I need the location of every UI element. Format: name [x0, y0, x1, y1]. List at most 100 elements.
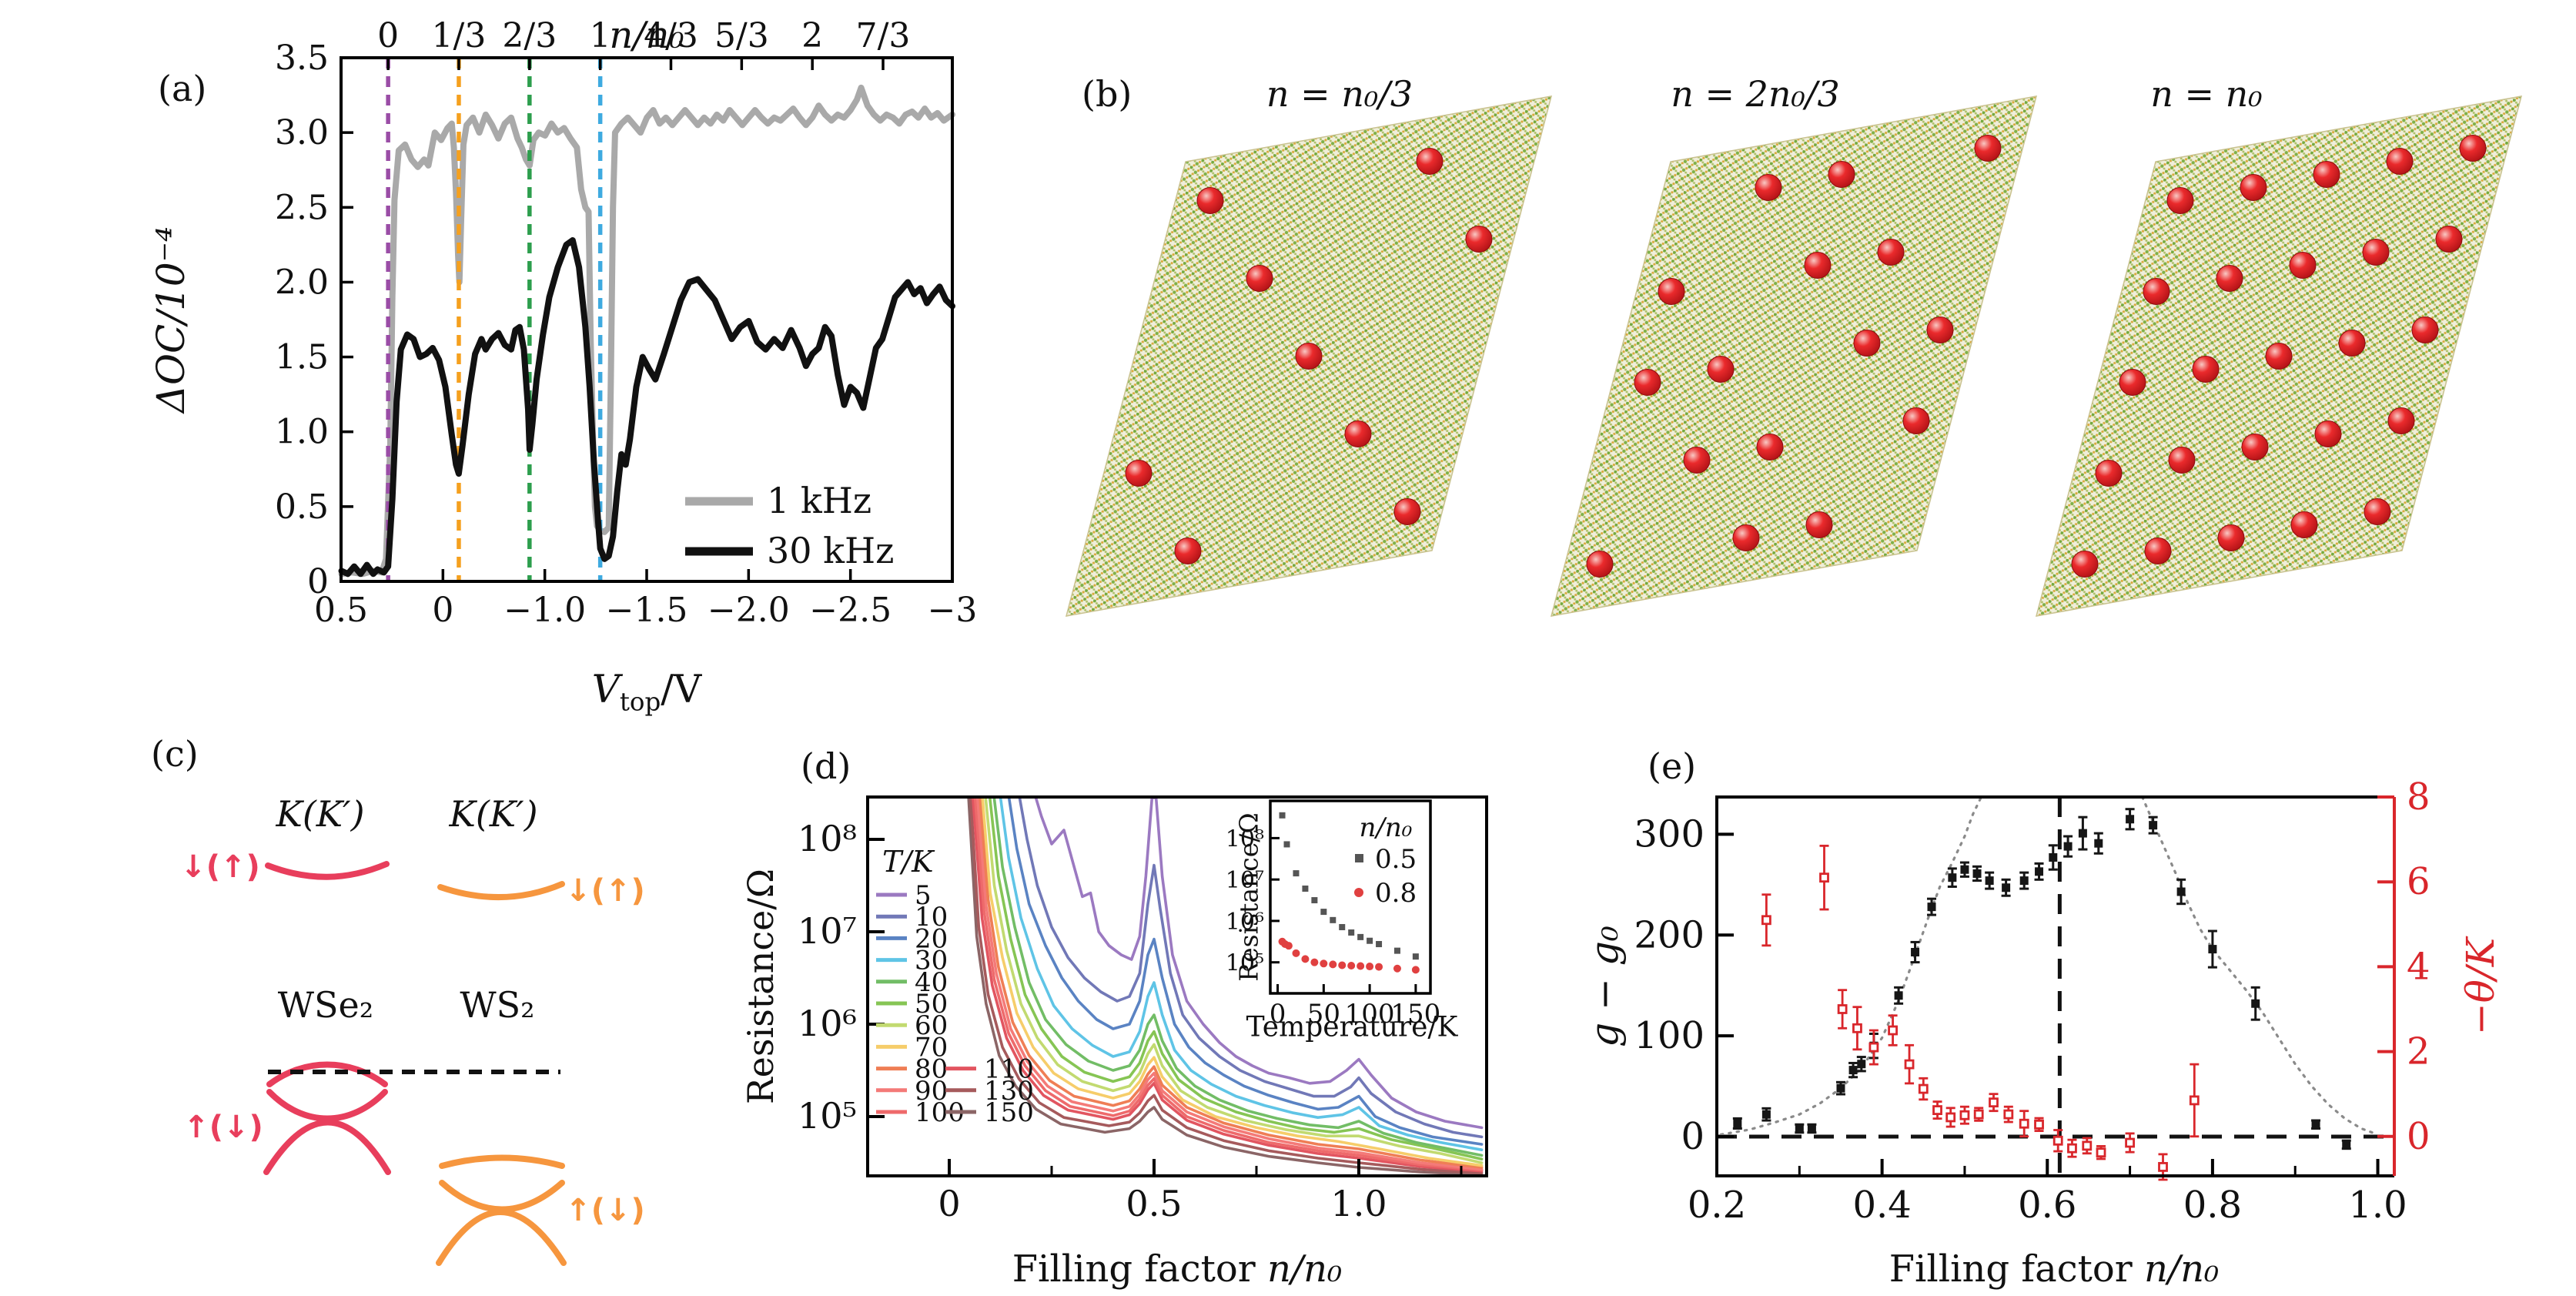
- theta-point: [1904, 1059, 1915, 1070]
- g-point: [1795, 1124, 1804, 1133]
- g-point: [1836, 1083, 1845, 1093]
- svg-text:−1.5: −1.5: [606, 591, 688, 630]
- electron-site: [2095, 460, 2123, 487]
- electron-site: [2168, 447, 2196, 474]
- electron-site: [2364, 498, 2391, 525]
- e-fit-left: [1719, 795, 1983, 1136]
- electron-site: [2265, 343, 2293, 370]
- svg-text:−3: −3: [928, 591, 978, 630]
- svg-text:30: 30: [915, 946, 948, 976]
- theta-point: [1761, 915, 1771, 926]
- electron-site: [1416, 148, 1444, 175]
- inset-point: [1347, 961, 1356, 969]
- electron-site: [1683, 447, 1711, 474]
- svg-text:10⁷: 10⁷: [1226, 867, 1264, 894]
- theta-point: [1932, 1105, 1942, 1116]
- electron-site: [2338, 330, 2366, 357]
- inset-point: [1339, 923, 1346, 930]
- theta-point: [1852, 1023, 1862, 1033]
- theta-point: [1989, 1097, 1999, 1108]
- g-point: [1807, 1124, 1816, 1133]
- electron-site: [1755, 174, 1782, 201]
- electron-site: [2362, 239, 2390, 266]
- electron-site: [2313, 161, 2340, 188]
- panel-e-y-right-title: −θ/K: [2458, 937, 2503, 1036]
- electron-site: [1828, 161, 1855, 188]
- theta-point: [2158, 1162, 2168, 1172]
- svg-text:40: 40: [915, 967, 948, 998]
- electron-site: [1877, 239, 1905, 266]
- panel-c-bands: [263, 861, 567, 1266]
- d-curves: [967, 797, 1484, 1176]
- curve-T20: [1007, 797, 1484, 1146]
- svg-text:2.0: 2.0: [275, 263, 329, 302]
- svg-text:−2.5: −2.5: [809, 591, 892, 630]
- panel-c-valley-right: K(K′): [449, 793, 538, 835]
- lattice-1: [1550, 95, 2038, 617]
- electron-site: [1295, 343, 1323, 370]
- svg-text:6: 6: [2407, 860, 2430, 903]
- spin-label-orange-top: ↓(↑): [565, 873, 645, 909]
- electron-site: [1707, 356, 1735, 383]
- theta-point: [2003, 1109, 2014, 1120]
- theta-point: [1819, 872, 1829, 883]
- electron-site: [2289, 252, 2317, 279]
- g-point: [2251, 999, 2260, 1008]
- inset-point: [1302, 885, 1309, 892]
- svg-text:0: 0: [377, 16, 399, 55]
- svg-text:3.5: 3.5: [275, 39, 329, 78]
- electron-site: [1658, 278, 1685, 305]
- inset-point: [1329, 960, 1337, 969]
- electron-site: [1804, 252, 1832, 279]
- panel-a-letter: (a): [158, 68, 207, 109]
- svg-text:0.5: 0.5: [1126, 1183, 1182, 1224]
- inset-point: [1284, 942, 1293, 950]
- panel-b-title-2: n = 2n₀/3: [1671, 73, 1840, 115]
- svg-text:T/K: T/K: [882, 845, 935, 879]
- theta-point: [2096, 1147, 2106, 1158]
- svg-text:5: 5: [915, 880, 932, 911]
- inset-point: [1348, 929, 1355, 936]
- theta-point: [2189, 1095, 2200, 1106]
- e-x-title-prefix: Filling factor: [1889, 1247, 2145, 1291]
- spin-label-red-bottom: ↑(↓): [183, 1110, 263, 1145]
- g-point: [2149, 821, 2158, 830]
- inset-point: [1357, 962, 1365, 970]
- svg-text:0.4: 0.4: [1852, 1184, 1911, 1227]
- g-point: [1894, 991, 1903, 1000]
- electron-site: [2241, 434, 2269, 460]
- svg-text:n/n₀: n/n₀: [1360, 812, 1413, 843]
- theta-point: [1973, 1109, 1984, 1120]
- curve-T110: [971, 797, 1484, 1173]
- g-point: [2049, 853, 2058, 862]
- g-point: [2208, 945, 2217, 954]
- theta-point: [2125, 1137, 2135, 1148]
- g-point: [2126, 815, 2135, 824]
- svg-text:20: 20: [915, 923, 948, 954]
- inset-point: [1330, 916, 1337, 923]
- electron-site: [2387, 407, 2415, 434]
- panel-d-inset-y-title: Resistance/Ω: [1233, 812, 1264, 982]
- inset-point: [1411, 966, 1420, 974]
- theta-point: [1918, 1083, 1929, 1094]
- panel-b-letter: (b): [1082, 73, 1132, 115]
- curve-T130: [969, 797, 1484, 1174]
- svg-text:70: 70: [915, 1032, 948, 1063]
- svg-text:1 kHz: 1 kHz: [767, 480, 871, 521]
- svg-text:50: 50: [915, 989, 948, 1020]
- g-point: [2176, 887, 2186, 896]
- theta-point: [2082, 1140, 2093, 1151]
- panel-c-letter: (c): [151, 733, 199, 775]
- curve-T60: [984, 797, 1484, 1164]
- inset-point: [1293, 870, 1300, 877]
- svg-text:0.8: 0.8: [1375, 878, 1417, 909]
- svg-text:10⁷: 10⁷: [798, 910, 857, 952]
- svg-text:0: 0: [938, 1183, 960, 1224]
- electron-site: [2144, 537, 2172, 564]
- svg-text:1: 1: [590, 16, 611, 55]
- panel-c-material-ws2: WS₂: [460, 984, 535, 1026]
- g-point: [1948, 873, 1957, 882]
- electron-site: [1756, 434, 1784, 460]
- svg-text:130: 130: [984, 1076, 1034, 1107]
